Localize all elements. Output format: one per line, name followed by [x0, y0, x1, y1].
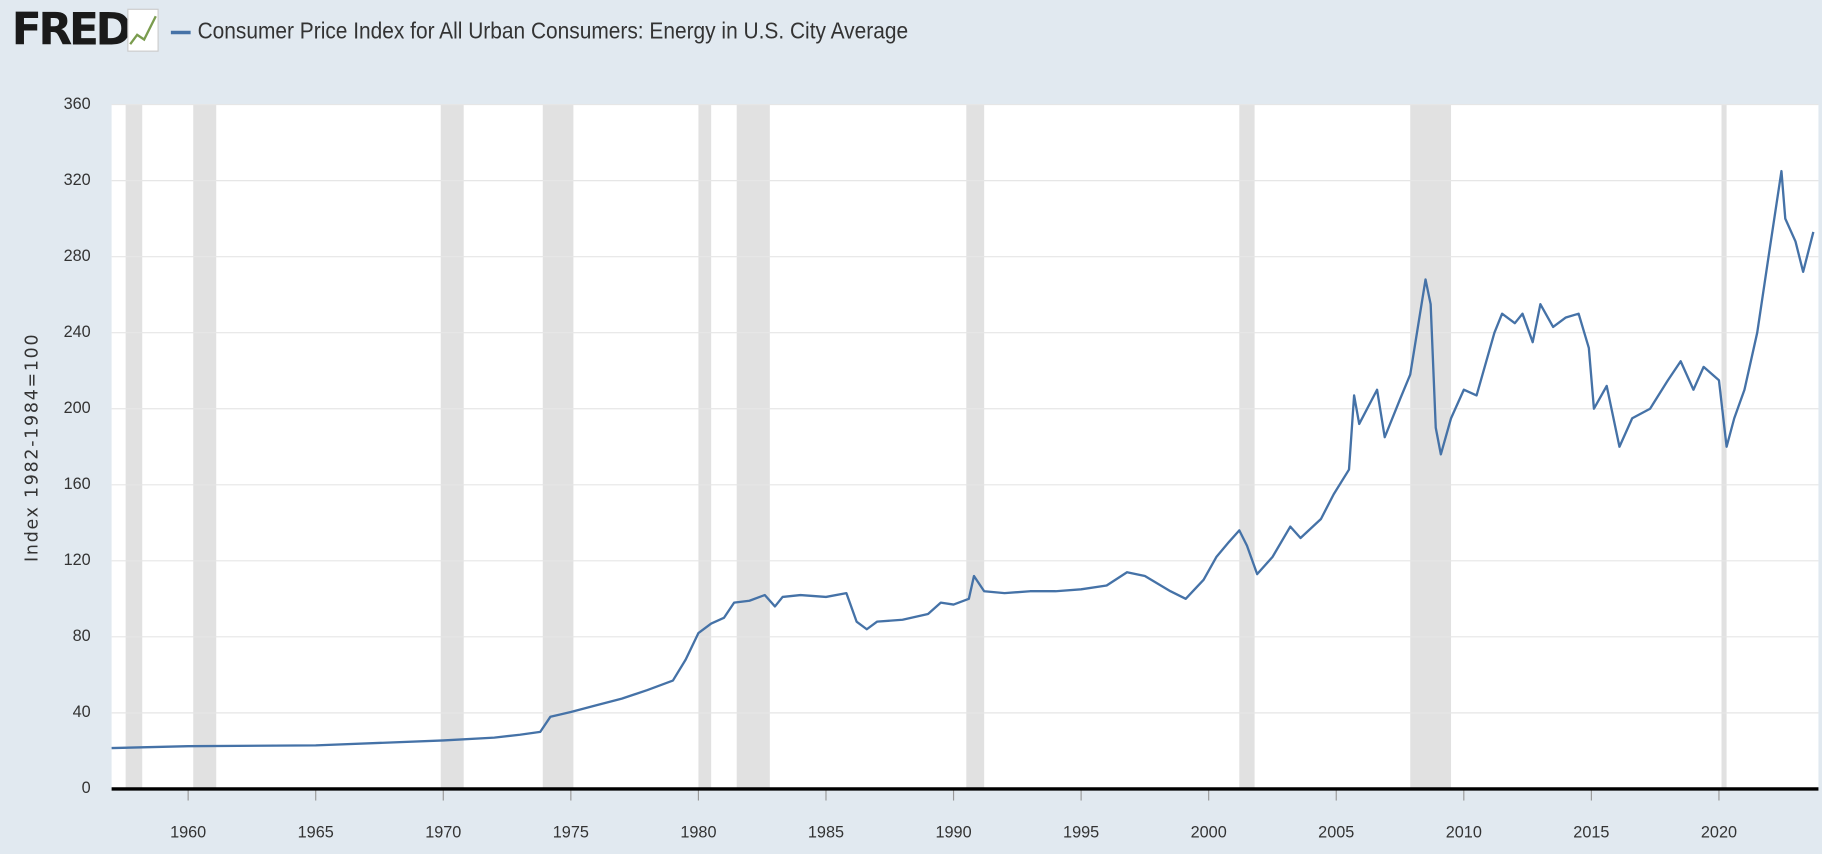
x-tick-label: 1990: [935, 823, 971, 841]
x-tick-label: 1965: [298, 823, 334, 841]
x-tick-label: 1985: [808, 823, 844, 841]
recession-band: [1721, 104, 1727, 789]
y-axis-label: Index 1982-1984=100: [23, 333, 43, 562]
x-tick-label: 2005: [1318, 823, 1354, 841]
x-tick-label: 2000: [1191, 823, 1227, 841]
recession-band: [1239, 104, 1255, 789]
y-tick-label: 0: [82, 779, 91, 797]
y-tick-label: 360: [64, 95, 91, 113]
series-line: [111, 169, 1815, 750]
y-tick-label: 240: [64, 323, 91, 341]
plot-area: [111, 104, 1819, 789]
logo-icon: [127, 8, 159, 52]
x-tick-label: 2010: [1446, 823, 1482, 841]
recession-band: [1410, 104, 1452, 789]
y-tick-label: 80: [73, 627, 91, 645]
recession-band: [966, 104, 985, 789]
recession-band: [698, 104, 712, 789]
x-tick-label: 2020: [1701, 823, 1737, 841]
x-tick-label: 1980: [680, 823, 716, 841]
x-tick-label: 1960: [170, 823, 206, 841]
y-tick-label: 200: [64, 399, 91, 417]
recession-band: [736, 104, 770, 789]
recession-band: [440, 104, 464, 789]
fred-logo: FRED: [12, 5, 131, 56]
x-tick-label: 1970: [425, 823, 461, 841]
y-tick-label: 320: [64, 171, 91, 189]
x-tick-label: 2015: [1573, 823, 1609, 841]
recession-band: [193, 104, 217, 789]
x-tick-label: 1975: [553, 823, 589, 841]
recession-band: [125, 104, 143, 789]
y-tick-label: 40: [73, 703, 91, 721]
y-tick-label: 280: [64, 247, 91, 265]
y-tick-label: 160: [64, 475, 91, 493]
recession-band: [542, 104, 574, 789]
legend-label: Consumer Price Index for All Urban Consu…: [198, 18, 908, 44]
x-tick-label: 1995: [1063, 823, 1099, 841]
y-tick-label: 120: [64, 551, 91, 569]
